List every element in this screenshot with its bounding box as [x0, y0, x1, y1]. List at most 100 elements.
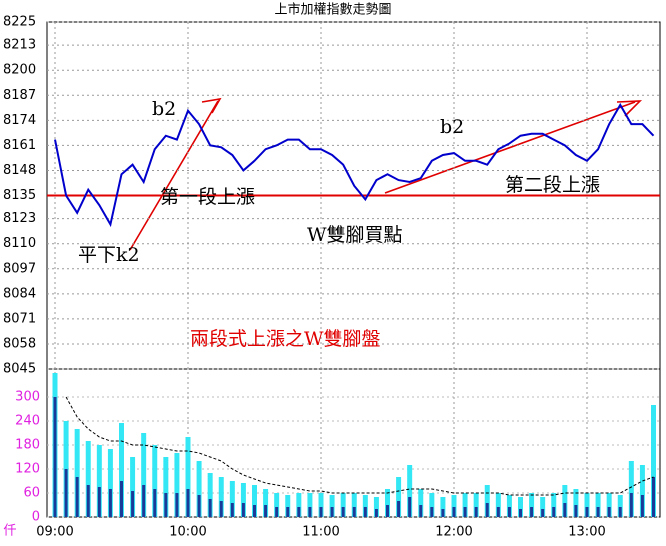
- volume-bar: [296, 493, 302, 517]
- volume-bar: [474, 507, 478, 517]
- volume-bar: [96, 445, 102, 517]
- volume-bar: [540, 497, 546, 517]
- volume-bar: [297, 507, 301, 517]
- volume-bar: [407, 465, 413, 517]
- volume-bar: [595, 493, 601, 517]
- volume-bar: [408, 497, 412, 517]
- volume-bar: [318, 493, 324, 517]
- volume-bar: [628, 461, 634, 517]
- volume-bar: [85, 441, 91, 517]
- x-tick-label: 11:00: [302, 525, 339, 540]
- volume-bar: [639, 465, 645, 517]
- x-tick-label: 12:00: [435, 525, 472, 540]
- volume-bar: [108, 489, 112, 517]
- volume-tick-label: 0: [32, 510, 40, 525]
- volume-bar: [275, 507, 279, 517]
- volume-bar: [142, 485, 146, 517]
- volume-bar: [119, 423, 124, 517]
- volume-bar: [86, 485, 90, 517]
- volume-bar: [130, 457, 136, 517]
- volume-bar: [186, 489, 190, 517]
- volume-bar: [585, 507, 589, 517]
- x-tick-label: 09:00: [36, 525, 73, 540]
- volume-bar: [506, 495, 512, 517]
- volume-bar: [507, 507, 511, 517]
- y-tick-label: 8225: [3, 15, 36, 30]
- volume-bar: [429, 493, 435, 517]
- volume-bar: [352, 507, 356, 517]
- volume-bar: [330, 507, 334, 517]
- volume-bar: [606, 493, 612, 517]
- volume-bar: [496, 507, 500, 517]
- volume-bar: [451, 495, 457, 517]
- volume-bar: [64, 469, 68, 517]
- volume-bar: [530, 507, 534, 517]
- y-tick-label: 8097: [3, 261, 36, 276]
- volume-bar: [463, 507, 467, 517]
- volume-bar: [373, 497, 379, 517]
- volume-bar: [174, 453, 180, 517]
- x-tick-label: 13:00: [568, 525, 605, 540]
- annotation: W雙腳買點: [307, 224, 403, 246]
- volume-bar: [362, 495, 368, 517]
- volume-bar: [120, 481, 123, 517]
- plot-frame: [46, 21, 661, 518]
- volume-bar: [652, 477, 655, 517]
- volume-tick-label: 300: [15, 390, 40, 405]
- volume-bar: [75, 477, 79, 517]
- volume-tick-label: 180: [15, 438, 40, 453]
- volume-bar: [131, 491, 135, 517]
- volume-bar: [563, 503, 567, 517]
- volume-bar: [264, 505, 268, 517]
- volume-bar: [574, 505, 578, 517]
- volume-bar: [141, 433, 147, 517]
- y-tick-label: 8200: [3, 63, 36, 78]
- price-line: [54, 102, 655, 228]
- annotation: 平下k2: [78, 244, 140, 266]
- volume-bar: [252, 485, 257, 517]
- volume-bar: [640, 495, 644, 517]
- volume-bar: [97, 487, 101, 517]
- volume-bar: [74, 429, 80, 517]
- volume-bar: [164, 493, 168, 517]
- y-tick-label: 8148: [3, 163, 36, 178]
- annotation: 兩段式上漲之W雙腳盤: [190, 328, 381, 350]
- volume-bar: [473, 493, 479, 517]
- annotation: 第二段上漲: [505, 174, 600, 196]
- volume-bar: [573, 489, 579, 517]
- volume-bar: [207, 473, 213, 517]
- y-tick-label: 8058: [3, 336, 36, 351]
- volume-bar: [208, 499, 212, 517]
- volume-bar: [441, 509, 445, 517]
- volume-bar: [618, 507, 622, 517]
- volume-bar: [484, 485, 490, 517]
- volume-bar: [541, 509, 545, 517]
- volume-bar: [153, 489, 157, 517]
- volume-bar: [308, 507, 312, 517]
- volume-bar: [462, 493, 468, 517]
- volume-bar: [519, 509, 522, 517]
- y-tick-label: 8045: [3, 362, 36, 377]
- volume-bar: [286, 507, 290, 517]
- y-tick-label: 8123: [3, 211, 36, 226]
- y-tick-label: 8161: [3, 138, 36, 153]
- y-tick-label: 8084: [3, 286, 36, 301]
- volume-bar: [485, 503, 489, 517]
- volume-bar: [397, 501, 401, 517]
- volume-bar: [452, 507, 456, 517]
- y-tick-label: 8071: [3, 311, 36, 326]
- volume-bar: [230, 503, 234, 517]
- volume-bar: [241, 503, 245, 517]
- volume-bar: [152, 445, 158, 517]
- volume-bar: [175, 493, 179, 517]
- volume-bar: [596, 507, 600, 517]
- volume-bar: [518, 497, 523, 517]
- volume-bar: [229, 481, 235, 517]
- y-tick-label: 8135: [3, 188, 36, 203]
- volume-bar: [163, 457, 169, 517]
- volume-bar: [386, 505, 389, 517]
- volume-bar: [285, 495, 291, 517]
- volume-bar: [430, 507, 434, 517]
